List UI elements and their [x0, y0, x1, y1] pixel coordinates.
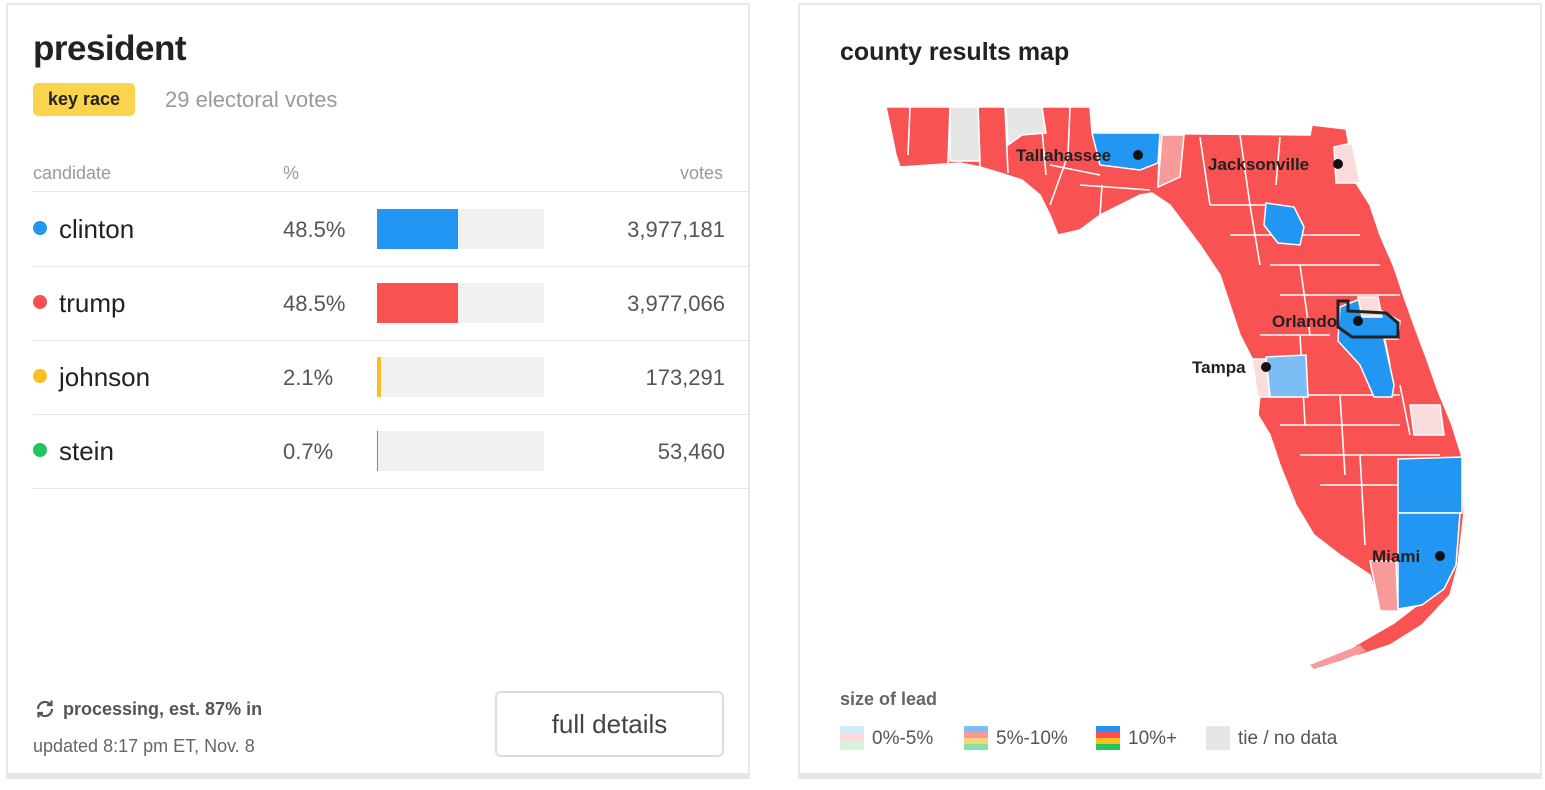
city-tallahassee: Tallahassee: [1016, 146, 1143, 165]
county-tie: [1005, 106, 1047, 147]
legend-item-tie: tie / no data: [1206, 726, 1337, 750]
candidate-row: trump 48.5% 3,977,066: [33, 266, 750, 340]
city-marker-icon: [1333, 159, 1343, 169]
county-rep-mid: [1369, 560, 1399, 612]
candidate-name: johnson: [59, 362, 151, 392]
county-dem-strong: [1091, 132, 1161, 171]
legend-swatch: [1096, 726, 1120, 750]
city-label: Orlando: [1272, 312, 1337, 331]
candidate-votes: 3,977,066: [627, 291, 725, 316]
vote-share-bar: [377, 283, 544, 323]
city-miami: Miami: [1372, 547, 1445, 566]
city-tampa: Tampa: [1192, 358, 1271, 377]
table-divider: [33, 340, 750, 341]
candidate-row: johnson 2.1% 173,291: [33, 340, 750, 414]
candidate-color-dot: [33, 295, 47, 309]
table-divider: [33, 266, 750, 267]
percent-column-header: %: [283, 163, 300, 183]
full-details-button[interactable]: full details: [495, 691, 724, 757]
reporting-status: processing, est. 87% in: [33, 697, 262, 721]
legend-swatch: [1206, 726, 1230, 750]
candidate-votes: 3,977,181: [627, 217, 725, 242]
keys-island-shape: [1310, 645, 1366, 669]
city-label: Miami: [1372, 547, 1420, 566]
county-rep-light: [1409, 404, 1445, 436]
table-divider: [33, 191, 750, 192]
candidate-percent: 0.7%: [283, 439, 334, 464]
candidate-percent: 48.5%: [283, 217, 346, 242]
candidate-color-dot: [33, 443, 47, 457]
legend-swatch: [964, 726, 988, 750]
city-jacksonville: Jacksonville: [1208, 155, 1343, 174]
candidate-color-dot: [33, 369, 47, 383]
candidate-votes: 173,291: [645, 365, 725, 390]
electoral-votes: 29 electoral votes: [165, 87, 338, 112]
votes-column-header: votes: [679, 163, 723, 183]
florida-state-shape: [885, 106, 1465, 659]
candidate-color-dot: [33, 221, 47, 235]
city-label: Tampa: [1192, 358, 1246, 377]
vote-share-fill: [377, 209, 458, 249]
legend-title: size of lead: [840, 689, 938, 709]
vote-share-bar: [377, 431, 544, 471]
candidate-column-header: candidate: [33, 163, 112, 183]
candidate-row: clinton 48.5% 3,977,181: [33, 192, 750, 266]
vote-share-fill: [377, 431, 379, 471]
city-label: Tallahassee: [1016, 146, 1111, 165]
city-orlando: Orlando: [1272, 312, 1363, 331]
candidate-name: clinton: [59, 214, 135, 244]
results-card: president key race 29 electoral votes ca…: [6, 3, 750, 779]
vote-share-bar: [377, 357, 544, 397]
legend-item-5-10: 5%-10%: [964, 726, 1068, 750]
city-marker-icon: [1133, 150, 1143, 160]
county-dem-strong: [1263, 202, 1305, 246]
map-title: county results map: [840, 38, 1070, 66]
table-divider: [33, 414, 750, 415]
city-label: Jacksonville: [1208, 155, 1309, 174]
refresh-icon: [36, 700, 54, 718]
candidate-row: stein 0.7% 53,460: [33, 414, 750, 488]
candidate-name: trump: [59, 288, 126, 318]
status-text: processing, est. 87% in: [63, 699, 263, 719]
city-marker-icon: [1261, 362, 1271, 372]
county-rep-mid: [1157, 134, 1185, 189]
map-card: county results map: [798, 3, 1542, 779]
candidate-percent: 48.5%: [283, 291, 346, 316]
highlighted-county[interactable]: [1336, 299, 1400, 339]
city-marker-icon: [1435, 551, 1445, 561]
florida-county-map[interactable]: Tallahassee Jacksonville Orlando Tampa M…: [800, 5, 1540, 685]
county-dem-mid: [1265, 354, 1309, 398]
county-tie: [949, 106, 981, 162]
legend-label: 5%-10%: [996, 728, 1068, 749]
legend-item-0-5: 0%-5%: [840, 726, 933, 750]
legend-label: tie / no data: [1238, 728, 1338, 749]
legend-label: 0%-5%: [872, 728, 934, 749]
key-race-badge: key race: [33, 83, 136, 116]
candidate-votes: 53,460: [657, 439, 725, 464]
vote-share-bar: [377, 209, 544, 249]
updated-timestamp: updated 8:17 pm ET, Nov. 8: [33, 736, 255, 756]
vote-share-fill: [377, 357, 381, 397]
county-boundaries: [907, 106, 1440, 546]
candidate-name: stein: [59, 436, 114, 466]
vote-share-fill: [377, 283, 458, 323]
candidate-percent: 2.1%: [283, 365, 334, 390]
legend-item-10-plus: 10%+: [1096, 726, 1177, 750]
race-title: president: [33, 29, 187, 68]
city-marker-icon: [1353, 316, 1363, 326]
county-rep-light: [1333, 142, 1361, 184]
legend-label: 10%+: [1128, 728, 1178, 749]
table-divider: [33, 488, 750, 489]
county-dem-strong: [1397, 456, 1463, 514]
legend-swatch: [840, 726, 864, 750]
